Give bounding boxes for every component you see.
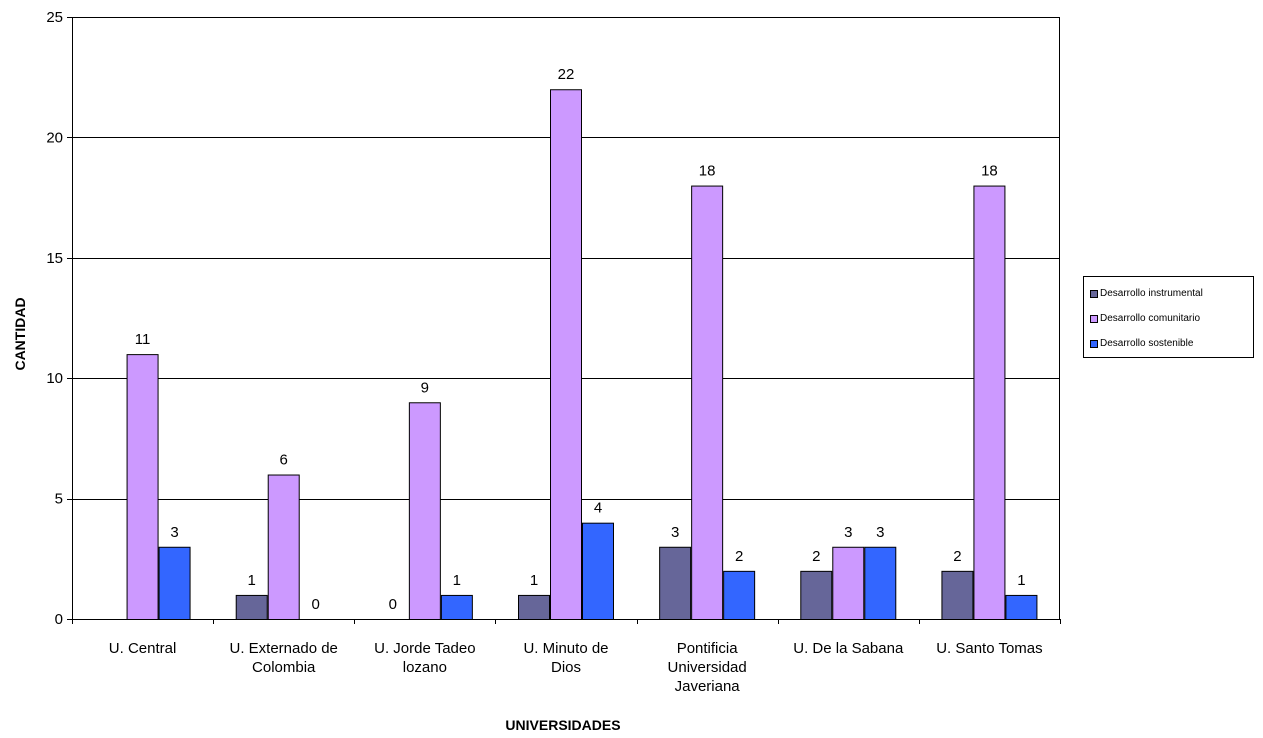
bar (832, 546, 865, 621)
x-tick-label: U. Jorde Tadeo lozano (374, 640, 475, 676)
bar (582, 522, 614, 620)
bar (941, 570, 974, 621)
data-label: 1 (453, 572, 461, 589)
x-tick-label: Pontificia Universidad Javeriana (668, 640, 747, 695)
bar (973, 185, 1006, 620)
x-axis-title: UNIVERSIDADES (505, 717, 620, 733)
x-tick-label: U. Central (109, 640, 177, 657)
data-label: 3 (876, 524, 884, 541)
data-label: 9 (421, 379, 429, 396)
x-tick-label: U. De la Sabana (793, 640, 904, 657)
legend-swatch (1090, 339, 1098, 348)
bar (440, 594, 473, 620)
legend-label: Desarrollo sostenible (1100, 338, 1194, 349)
data-label: 2 (812, 548, 820, 565)
data-label: 4 (594, 500, 602, 517)
legend-swatch (1090, 289, 1098, 298)
bar (723, 570, 756, 621)
data-label: 3 (844, 524, 852, 541)
bar (408, 402, 441, 620)
bar (800, 570, 833, 621)
legend-item: Desarrollo sostenible (1090, 331, 1247, 356)
bar (1005, 594, 1038, 620)
bar (518, 594, 550, 620)
y-tick-label: 20 (46, 129, 63, 146)
data-label: 3 (671, 524, 679, 541)
x-tick-labels: U. Central U. Externado de Colombia U. Jord… (109, 640, 1043, 695)
data-label: 11 (135, 331, 151, 348)
data-label: 18 (699, 163, 716, 180)
data-label: 1 (530, 572, 538, 589)
legend-item: Desarrollo comunitario (1090, 306, 1247, 331)
legend: Desarrollo instrumental Desarrollo comuni… (1083, 276, 1254, 358)
data-label: 3 (170, 524, 178, 541)
x-tick-label: U. Minuto de Dios (523, 640, 608, 676)
axes (67, 17, 1061, 624)
y-tick-label: 5 (55, 491, 63, 508)
y-axis-title: CANTIDAD (12, 297, 28, 370)
bar (691, 185, 724, 620)
bar (235, 594, 268, 620)
y-tick-label: 15 (46, 250, 63, 267)
y-tick-label: 0 (55, 611, 63, 628)
y-tick-label: 25 (46, 9, 63, 26)
legend-label: Desarrollo comunitario (1100, 313, 1201, 324)
bars (126, 89, 1038, 621)
legend-label: Desarrollo instrumental (1100, 288, 1203, 299)
bar (126, 354, 159, 620)
data-label: 6 (280, 452, 288, 469)
data-label: 2 (735, 548, 743, 565)
data-label: 1 (1017, 572, 1025, 589)
x-tick-label: U. Santo Tomas (936, 640, 1042, 657)
data-label: 22 (558, 66, 575, 83)
bar (659, 546, 692, 621)
bar (864, 546, 897, 621)
data-label: 0 (312, 596, 320, 613)
bar (267, 474, 300, 620)
legend-item: Desarrollo instrumental (1090, 281, 1247, 306)
data-label: 18 (981, 163, 998, 180)
data-label: 0 (389, 596, 397, 613)
bar (158, 546, 191, 621)
y-tick-labels: 0 5 10 15 20 25 (46, 9, 63, 628)
y-tick-label: 10 (46, 370, 63, 387)
bar (550, 89, 582, 621)
data-label: 2 (953, 548, 961, 565)
x-tick-label: U. Externado de Colombia (230, 640, 338, 676)
data-label: 1 (248, 572, 256, 589)
legend-swatch (1090, 314, 1098, 323)
